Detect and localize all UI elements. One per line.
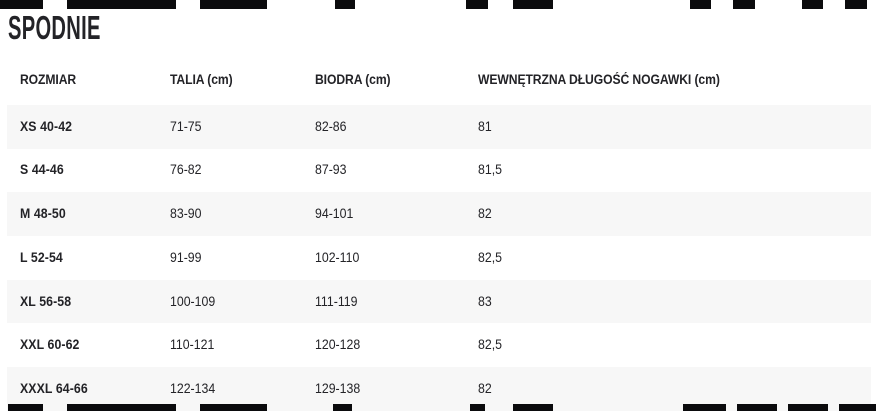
column-header-label: TALIA (cm)	[170, 71, 233, 87]
cropped-black-bar-segment	[8, 404, 43, 411]
talia-value: 100-109	[170, 292, 216, 309]
talia-cell: 76-82	[170, 161, 315, 179]
cropped-black-bar-segment	[788, 404, 828, 411]
column-header-biodra: BIODRA (cm)	[315, 71, 478, 89]
cropped-black-bar-segment	[335, 0, 355, 9]
talia-cell: 91-99	[170, 249, 315, 267]
biodra-cell: 102-110	[315, 249, 478, 267]
biodra-cell: 82-86	[315, 118, 478, 136]
size-cell: XXL 60-62	[20, 336, 170, 354]
biodra-value: 111-119	[315, 292, 358, 309]
size-cell: XXXL 64-66	[20, 380, 170, 398]
column-header-size: ROZMIAR	[20, 71, 170, 89]
cropped-black-bar-segment	[513, 0, 553, 9]
cropped-black-bar-segment	[67, 404, 176, 411]
talia-value: 83-90	[170, 205, 202, 222]
size-value: M 48-50	[20, 205, 66, 222]
nogawka-value: 82	[478, 205, 492, 222]
size-value: XL 56-58	[20, 292, 72, 309]
talia-cell: 100-109	[170, 293, 315, 311]
talia-value: 71-75	[170, 117, 202, 134]
size-table: ROZMIAR TALIA (cm) BIODRA (cm) WEWNĘTRZNA D…	[0, 55, 889, 411]
biodra-value: 87-93	[315, 161, 347, 178]
size-cell: M 48-50	[20, 205, 170, 223]
nogawka-cell: 82,5	[478, 336, 871, 354]
nogawka-cell: 83	[478, 293, 871, 311]
nogawka-value: 82,5	[478, 248, 502, 265]
talia-value: 122-134	[170, 380, 216, 397]
table-row: XXL 60-62 110-121 120-128 82,5	[7, 323, 871, 367]
table-row: XL 56-58 100-109 111-119 83	[7, 279, 871, 324]
nogawka-value: 82	[478, 380, 492, 397]
nogawka-cell: 82,5	[478, 249, 871, 267]
size-cell: XS 40-42	[20, 118, 170, 136]
size-cell: S 44-46	[20, 161, 170, 179]
table-row: S 44-46 76-82 87-93 81,5	[7, 149, 871, 193]
nogawka-value: 81	[478, 117, 492, 134]
cropped-black-bar-segment	[200, 404, 267, 411]
cropped-black-bar-segment	[513, 404, 553, 411]
size-value: XS 40-42	[20, 117, 73, 134]
cropped-black-bar-segment	[466, 0, 488, 9]
biodra-value: 102-110	[315, 248, 360, 265]
biodra-cell: 94-101	[315, 205, 478, 223]
biodra-value: 120-128	[315, 336, 361, 353]
cropped-black-bar-segment	[737, 404, 777, 411]
biodra-cell: 87-93	[315, 161, 478, 179]
nogawka-value: 83	[478, 292, 492, 309]
column-header-nogawka: WEWNĘTRZNA DŁUGOŚĆ NOGAWKI (cm)	[478, 71, 871, 89]
table-row: L 52-54 91-99 102-110 82,5	[7, 236, 871, 280]
talia-cell: 71-75	[170, 118, 315, 136]
biodra-cell: 111-119	[315, 293, 478, 311]
talia-value: 76-82	[170, 161, 202, 178]
cropped-black-bar-segment	[839, 404, 876, 411]
cropped-black-bar-segment	[733, 0, 755, 9]
nogawka-cell: 81	[478, 118, 871, 136]
column-header-label: ROZMIAR	[20, 71, 77, 87]
page-title: SPODNIE	[8, 9, 101, 46]
nogawka-cell: 81,5	[478, 161, 871, 179]
size-cell: L 52-54	[20, 249, 170, 267]
size-cell: XL 56-58	[20, 293, 170, 311]
cropped-black-bar-segment	[845, 0, 867, 9]
cropped-black-bar-segment	[690, 0, 711, 9]
column-header-talia: TALIA (cm)	[170, 71, 315, 89]
biodra-cell: 120-128	[315, 336, 478, 354]
biodra-value: 94-101	[315, 205, 354, 222]
nogawka-value: 81,5	[478, 161, 502, 178]
cropped-black-bar-segment	[683, 404, 726, 411]
column-header-label: WEWNĘTRZNA DŁUGOŚĆ NOGAWKI (cm)	[478, 71, 720, 87]
talia-value: 110-121	[170, 336, 215, 353]
biodra-value: 82-86	[315, 117, 347, 134]
column-header-label: BIODRA (cm)	[315, 71, 391, 87]
table-row: XXXL 64-66 122-134 129-138 82	[7, 367, 871, 411]
size-value: L 52-54	[20, 248, 63, 265]
size-value: S 44-46	[20, 161, 64, 178]
table-row: M 48-50 83-90 94-101 82	[7, 192, 871, 237]
table-row: XS 40-42 71-75 82-86 81	[7, 104, 871, 149]
biodra-value: 129-138	[315, 380, 361, 397]
nogawka-value: 82,5	[478, 336, 502, 353]
cropped-black-bar-segment	[200, 0, 267, 9]
table-header-row: ROZMIAR TALIA (cm) BIODRA (cm) WEWNĘTRZNA D…	[7, 55, 871, 105]
cropped-black-bar-segment	[67, 0, 176, 9]
talia-cell: 83-90	[170, 205, 315, 223]
talia-cell: 110-121	[170, 336, 315, 354]
cropped-black-bar-segment	[470, 404, 485, 411]
talia-cell: 122-134	[170, 380, 315, 398]
size-value: XXXL 64-66	[20, 380, 88, 397]
talia-value: 91-99	[170, 248, 202, 265]
cropped-black-bar-segment	[0, 0, 43, 9]
nogawka-cell: 82	[478, 380, 871, 398]
size-value: XXL 60-62	[20, 336, 80, 353]
biodra-cell: 129-138	[315, 380, 478, 398]
nogawka-cell: 82	[478, 205, 871, 223]
cropped-black-bar-segment	[333, 404, 352, 411]
cropped-black-bar-segment	[802, 0, 823, 9]
